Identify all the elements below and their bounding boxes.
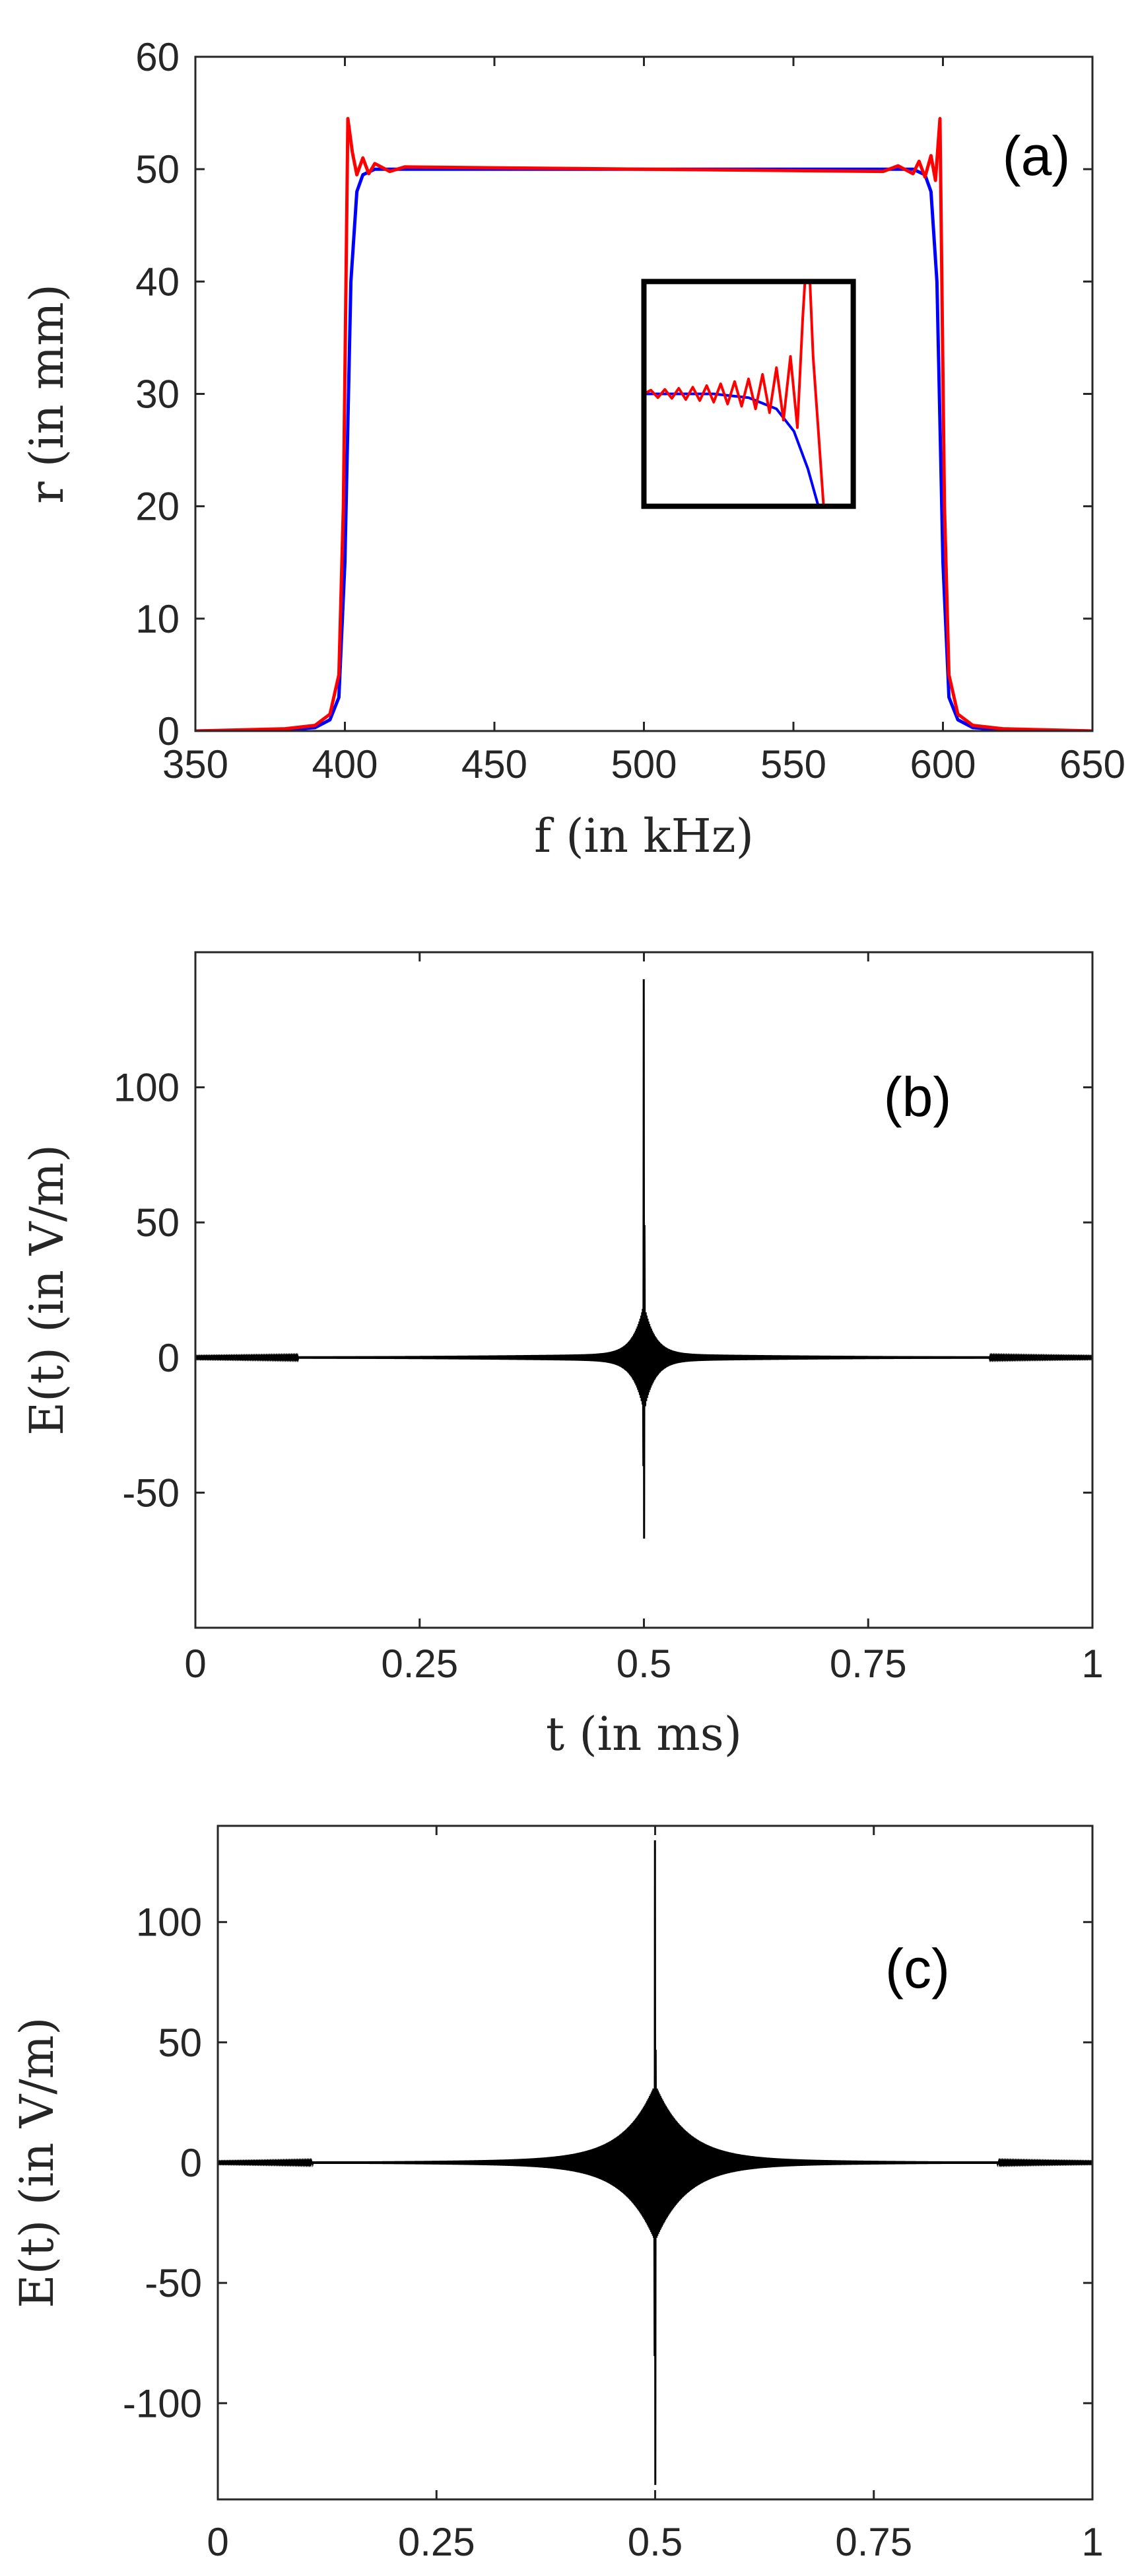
axes-frame <box>217 1825 1094 2501</box>
panel-tag: (c) <box>885 1937 950 2000</box>
y-tick-label: 0 <box>158 1336 180 1380</box>
x-tick-label: 0 <box>207 2520 228 2564</box>
plot-area <box>218 1840 1092 2486</box>
inset-series-blue <box>644 392 820 506</box>
inset-plot-area <box>644 281 825 506</box>
axes-frame <box>194 55 1094 732</box>
panel-tag: (a) <box>1003 125 1071 187</box>
y-tick-label: 60 <box>135 35 180 79</box>
y-tick-label: -50 <box>122 1471 180 1515</box>
x-tick-label: 0.5 <box>617 1642 671 1686</box>
axes-frame <box>194 951 1094 1629</box>
x-tick-label: 1 <box>1081 1642 1103 1686</box>
series-line-red <box>195 117 1092 731</box>
panel-tag: (b) <box>884 1066 952 1128</box>
x-tick-label: 400 <box>312 742 378 786</box>
y-tick-label: 100 <box>114 1066 180 1110</box>
panel-a: 350 400 450 500 550 600 650 0 10 20 30 40 50 60 f (in … <box>20 35 1125 863</box>
panel-b: 0 0.25 0.5 0.75 1 -50 0 50 100 t (in ms) E(t) (in … <box>20 951 1104 1761</box>
x-tick-label: 0 <box>184 1642 206 1686</box>
y-tick-label: -50 <box>145 2261 202 2305</box>
x-tick-label: 550 <box>760 742 826 786</box>
y-tick-label: 50 <box>158 2021 202 2065</box>
x-axis-label: f (in kHz) <box>534 809 754 863</box>
y-axis-label: r (in mm) <box>20 284 74 504</box>
y-tick-label: 20 <box>135 485 180 529</box>
x-tick-label: 0.5 <box>628 2520 683 2564</box>
y-tick-label: 50 <box>135 1201 180 1245</box>
y-axis-label: E(t) (in V/m) <box>20 1144 74 1436</box>
x-tick-label: 650 <box>1059 742 1125 786</box>
x-axis-label: t (in ms) <box>546 1707 742 1761</box>
y-tick-label: 10 <box>135 597 180 641</box>
x-tick-label: 0.25 <box>381 1642 458 1686</box>
y-tick-label: 30 <box>135 372 180 417</box>
y-tick-label: -100 <box>123 2381 202 2425</box>
x-tick-label: 350 <box>162 742 228 786</box>
x-tick-label: 0.75 <box>835 2520 912 2564</box>
inset-frame <box>641 279 856 509</box>
x-tick-label: 0.75 <box>830 1642 907 1686</box>
x-tick-label: 1 <box>1081 2520 1103 2564</box>
y-axis-label: E(t) (in V/m) <box>10 2017 64 2309</box>
y-tick-label: 50 <box>135 147 180 191</box>
x-tick-label: 600 <box>910 742 976 786</box>
plot-area <box>195 117 1092 731</box>
plot-area <box>195 979 1092 1539</box>
x-tick-label: 0.25 <box>398 2520 475 2564</box>
x-tick-label: 500 <box>611 742 677 786</box>
inset-series-red <box>644 281 825 506</box>
x-tick-label: 450 <box>461 742 527 786</box>
y-tick-label: 0 <box>180 2141 202 2185</box>
y-tick-label: 40 <box>135 260 180 304</box>
y-tick-label: 0 <box>158 709 180 753</box>
y-tick-label: 100 <box>136 1900 202 1945</box>
